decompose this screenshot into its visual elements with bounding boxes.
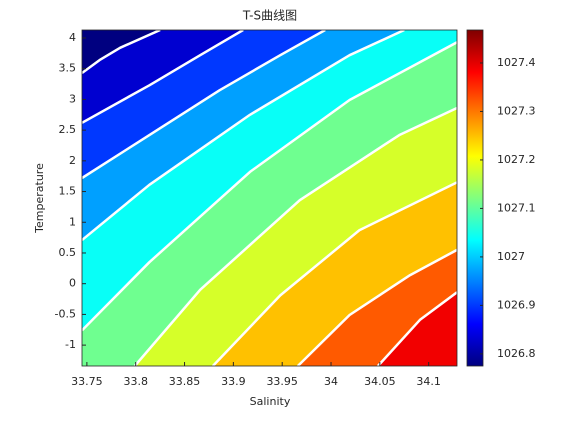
colorbar-tick-label: 1026.9 (497, 298, 536, 311)
y-axis-label: Temperature (33, 163, 46, 234)
y-tick-label: 1 (69, 215, 76, 228)
contour-line (211, 181, 457, 366)
y-tick-label: -1 (65, 338, 76, 351)
colorbar-tick-label: 1027.1 (497, 201, 536, 214)
colorbar (466, 29, 484, 367)
x-tick-label: 34 (324, 375, 338, 388)
y-tick-label: 0 (69, 277, 76, 290)
x-tick-label: 34.1 (416, 375, 441, 388)
x-tick-label: 34.05 (364, 375, 396, 388)
x-tick-label: 33.95 (266, 375, 298, 388)
contour-line (82, 30, 326, 180)
colorbar-tick-label: 1027.4 (497, 56, 536, 69)
colorbar-tick-label: 1027 (497, 250, 525, 263)
y-tick-label: 1.5 (59, 185, 77, 198)
y-tick-label: 3 (69, 92, 76, 105)
colorbar-tick-label: 1026.8 (497, 347, 536, 360)
y-tick-label: -0.5 (55, 307, 76, 320)
x-tick-label: 33.9 (221, 375, 246, 388)
contour-fill-group (82, 30, 457, 366)
contour-line (82, 30, 244, 124)
contour-line-group (82, 30, 457, 366)
chart-title: T-S曲线图 (242, 9, 297, 23)
y-tick-label: 2 (69, 154, 76, 167)
contour-line (376, 291, 457, 366)
contour-line (82, 30, 405, 242)
y-tick-label: 3.5 (59, 62, 77, 75)
contour-line (296, 248, 457, 366)
x-tick-label: 33.85 (169, 375, 201, 388)
axes-box (81, 29, 458, 367)
x-tick-label: 33.8 (123, 375, 148, 388)
x-tick-label: 33.75 (71, 375, 103, 388)
y-tick-label: 2.5 (59, 123, 77, 136)
x-axis-label: Salinity (250, 395, 291, 408)
contour-line (82, 30, 161, 75)
y-tick-label: 0.5 (59, 246, 77, 259)
colorbar-tick-label: 1027.2 (497, 153, 536, 166)
y-tick-label: 4 (69, 31, 76, 44)
contour-line (82, 41, 457, 332)
contour-line (133, 106, 457, 366)
colorbar-tick-label: 1027.3 (497, 104, 536, 117)
contour-band (377, 292, 457, 366)
